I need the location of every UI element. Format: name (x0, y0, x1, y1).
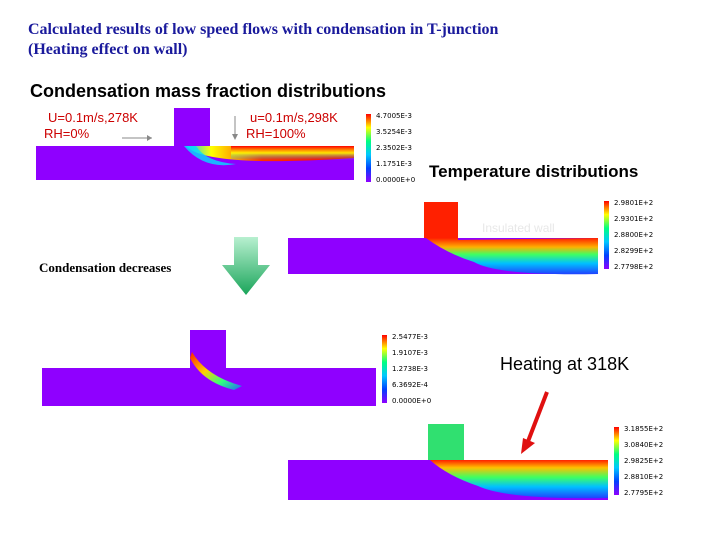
legend-colorbar (614, 427, 619, 495)
legend-condensation-1: 4.7005E-3 3.5254E-3 2.3502E-3 1.1751E-3 … (366, 112, 426, 184)
condensation-decreases-label: Condensation decreases (39, 260, 172, 275)
legend-colorbar (366, 114, 371, 182)
title-line-1: Calculated results of low speed flows wi… (28, 21, 499, 38)
temperature-field-1 (288, 202, 598, 275)
heating-label: Heating at 318K (500, 354, 630, 374)
legend-tick: 2.8810E+2 (624, 473, 664, 481)
legend-tick: 2.8800E+2 (614, 231, 654, 239)
left-inlet-velocity: U=0.1m/s,278K (48, 110, 138, 125)
temperature-field-2 (288, 424, 608, 500)
legend-colorbar (604, 201, 609, 269)
temperature-heading: Temperature distributions (429, 162, 639, 181)
legend-colorbar (382, 335, 387, 403)
legend-tick: 1.9107E-3 (392, 349, 428, 357)
right-inlet-velocity: u=0.1m/s,298K (250, 110, 338, 125)
legend-tick: 1.1751E-3 (376, 160, 412, 168)
title-line-2: (Heating effect on wall) (28, 41, 188, 58)
legend-temperature-2: 3.1855E+2 3.0840E+2 2.9825E+2 2.8810E+2 … (614, 425, 674, 497)
legend-tick: 3.1855E+2 (624, 425, 664, 433)
legend-tick: 2.5477E-3 (392, 333, 428, 341)
legend-tick: 2.8299E+2 (614, 247, 654, 255)
legend-tick: 2.7795E+2 (624, 489, 664, 497)
legend-tick: 2.7798E+2 (614, 263, 654, 271)
legend-tick: 0.0000E+0 (376, 176, 416, 184)
condensation-heading: Condensation mass fraction distributions (30, 81, 387, 101)
legend-tick: 6.3692E-4 (392, 381, 428, 389)
condensation-field-2 (42, 330, 376, 406)
legend-tick: 0.0000E+0 (392, 397, 432, 405)
legend-tick: 2.9825E+2 (624, 457, 664, 465)
left-inlet-rh: RH=0% (44, 126, 90, 141)
legend-tick: 4.7005E-3 (376, 112, 412, 120)
legend-tick: 2.9301E+2 (614, 215, 654, 223)
right-inlet-arrow (232, 116, 238, 140)
condensation-field-1 (36, 108, 354, 180)
legend-condensation-2: 2.5477E-3 1.9107E-3 1.2738E-3 6.3692E-4 … (382, 333, 442, 405)
heating-arrow-icon (521, 391, 549, 454)
legend-tick: 3.5254E-3 (376, 128, 412, 136)
insulated-wall-label: Insulated wall (482, 221, 555, 235)
right-inlet-rh: RH=100% (246, 126, 306, 141)
legend-tick: 3.0840E+2 (624, 441, 664, 449)
legend-tick: 2.9801E+2 (614, 199, 654, 207)
legend-temperature-1: 2.9801E+2 2.9301E+2 2.8800E+2 2.8299E+2 … (604, 199, 664, 271)
left-inlet-arrow (122, 135, 152, 141)
legend-tick: 2.3502E-3 (376, 144, 412, 152)
down-arrow-icon (222, 237, 270, 295)
legend-tick: 1.2738E-3 (392, 365, 428, 373)
